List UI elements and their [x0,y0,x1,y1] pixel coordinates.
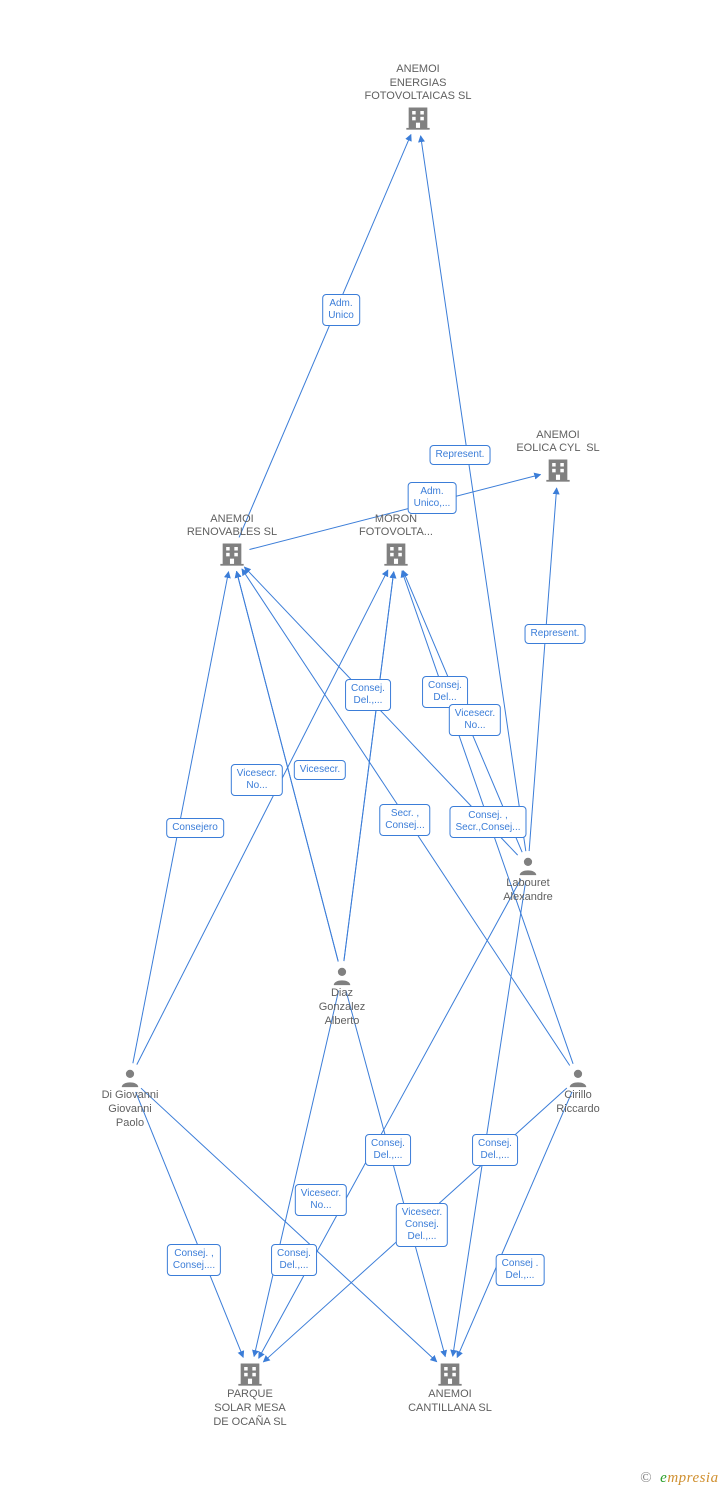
node-label: PARQUE SOLAR MESA DE OCAÑA SL [190,1388,310,1429]
edge-e_labouret_parque [259,879,521,1358]
node-label: ANEMOI CANTILLANA SL [390,1388,510,1416]
edge-label-e_labouret_parque[interactable]: Consej.Del.,... [365,1134,411,1166]
edge-e_digio_parque [136,1092,244,1357]
node-label: Labouret Alexandre [468,877,588,905]
edge-label-e_diaz_cant[interactable]: Vicesecr.Consej.Del.,... [396,1203,448,1247]
watermark: © empresia [640,1470,719,1487]
edge-e_renov_foto [239,135,411,538]
node-label: Diaz Gonzalez Alberto [282,987,402,1028]
edge-label-e_digio_renov[interactable]: Consejero [166,818,224,838]
edge-label-e_labouret_renov[interactable]: Consej. ,Secr.,Consej... [449,806,526,838]
edge-label-e_renov_foto[interactable]: Adm.Unico [322,294,360,326]
node-label: MORON FOTOVOLTA... [336,513,456,541]
edge-label-e_diaz_moron2[interactable]: Vicesecr. [294,760,346,780]
node-label: ANEMOI EOLICA CYL SL [498,429,618,457]
edge-e_cirillo_cant [457,1092,572,1358]
company-node-moron_foto[interactable]: MORON FOTOVOLTA... [336,513,456,569]
edge-label-e_digio_moron[interactable]: Consej.Del.,... [345,679,391,711]
edge-e_diaz_parque [254,991,339,1357]
copyright-symbol: © [640,1470,652,1486]
edge-label-e_digio_parque[interactable]: Consej. ,Consej.... [167,1244,221,1276]
edge-label-e_renov_eolica[interactable]: Adm.Unico,... [408,482,457,514]
edge-label-e_labouret_eolica[interactable]: Represent. [525,624,586,644]
edge-label-e_diaz_renov[interactable]: Vicesecr.No... [231,764,283,796]
edge-label-e_cirillo_cant[interactable]: Consej .Del.,... [496,1254,545,1286]
node-label: ANEMOI ENERGIAS FOTOVOLTAICAS SL [358,63,478,104]
person-node-cirillo[interactable]: Cirillo Riccardo [518,1067,638,1117]
brand-rest: mpresia [667,1470,718,1486]
edge-e_labouret_eolica [529,488,557,851]
node-label: Cirillo Riccardo [518,1089,638,1117]
person-node-digiovanni[interactable]: Di Giovanni Giovanni Paolo [70,1067,190,1130]
company-node-anemoi_eolica[interactable]: ANEMOI EOLICA CYL SL [498,429,618,485]
edge-label-e_digio_cant[interactable]: Consej.Del.,... [271,1244,317,1276]
company-node-parque_solar[interactable]: PARQUE SOLAR MESA DE OCAÑA SL [190,1360,310,1429]
edge-label-e_diaz_parque[interactable]: Vicesecr.No... [295,1184,347,1216]
company-node-anemoi_cant[interactable]: ANEMOI CANTILLANA SL [390,1360,510,1416]
edge-label-e_diaz_moron[interactable]: Vicesecr.No... [449,704,501,736]
edge-label-e_diaz_renov2[interactable]: Secr. ,Consej... [379,804,430,836]
person-node-labouret[interactable]: Labouret Alexandre [468,855,588,905]
node-label: Di Giovanni Giovanni Paolo [70,1089,190,1130]
node-label: ANEMOI RENOVABLES SL [172,513,292,541]
edge-e_diaz_moron2 [344,572,394,961]
edge-label-e_labouret_cant[interactable]: Consej.Del.,... [472,1134,518,1166]
company-node-anemoi_foto[interactable]: ANEMOI ENERGIAS FOTOVOLTAICAS SL [358,63,478,132]
company-node-anemoi_renov[interactable]: ANEMOI RENOVABLES SL [172,513,292,569]
graph-canvas [0,0,728,1500]
person-node-diaz[interactable]: Diaz Gonzalez Alberto [282,965,402,1028]
edge-label-e_labouret_foto[interactable]: Represent. [430,445,491,465]
